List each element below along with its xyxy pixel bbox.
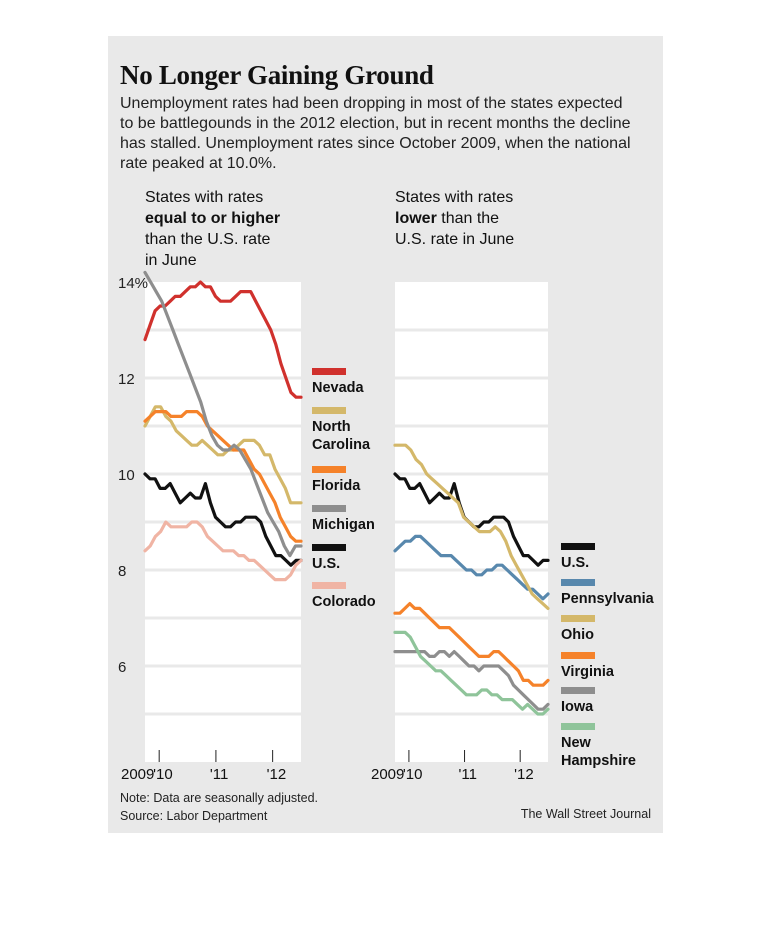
left-legend-item-michigan: Michigan	[312, 505, 375, 533]
left-legend-item-florida: Florida	[312, 466, 361, 494]
legend-label: U.S.	[561, 555, 589, 571]
source-text: Source: Labor Department	[120, 809, 268, 823]
legend-swatch	[312, 582, 346, 589]
chart-subtitle: Unemployment rates had been dropping in …	[120, 95, 631, 172]
legend-label: Ohio	[561, 627, 594, 643]
right-chart-plot: 2009'10 '11 '12 U.S. Pennsylvania Ohio Virgini…	[371, 282, 655, 783]
legend-swatch	[561, 687, 595, 694]
right-head-line1: States with rates	[395, 189, 514, 206]
x-tick-label: '11	[210, 766, 228, 783]
left-head-line4: in June	[145, 252, 197, 269]
left-panel-heading: States with rates equal to or higher tha…	[145, 187, 335, 271]
right-series-line-ohio	[393, 443, 550, 611]
legend-label: Iowa	[561, 699, 594, 715]
left-legend-item-north-carolina: North Carolina	[312, 407, 371, 453]
legend-label: Florida	[312, 478, 361, 494]
legend-swatch	[561, 652, 595, 659]
right-panel-heading: States with rates lower than the U.S. ra…	[395, 187, 585, 250]
legend-label-line2: Hampshire	[561, 753, 636, 769]
legend-swatch	[561, 615, 595, 622]
y-tick-label: 8	[118, 563, 126, 580]
right-legend-item-pennsylvania: Pennsylvania	[561, 579, 655, 607]
right-head-line2: lower than the	[395, 210, 500, 227]
x-tick-label: '12	[514, 766, 534, 783]
legend-swatch	[561, 543, 595, 550]
legend-swatch	[312, 505, 346, 512]
legend-swatch	[312, 544, 346, 551]
note-text: Note: Data are seasonally adjusted.	[120, 791, 319, 805]
credit-text: The Wall Street Journal	[520, 807, 651, 821]
x-tick-label: '12	[267, 766, 287, 783]
chart-title: No Longer Gaining Ground	[120, 60, 434, 90]
right-head-line3: U.S. rate in June	[395, 231, 515, 248]
right-legend-item-new-hampshire: New Hampshire	[561, 723, 636, 769]
left-legend-item-colorado: Colorado	[312, 582, 376, 610]
left-head-line3: than the U.S. rate	[145, 231, 271, 248]
legend-swatch	[312, 466, 346, 473]
legend-label: New	[561, 735, 592, 751]
left-legend-item-us: U.S.	[312, 544, 346, 572]
right-series-line-new-hampshire	[393, 630, 550, 716]
left-series-line-colorado	[143, 520, 303, 582]
legend-label: Nevada	[312, 380, 365, 396]
left-series-line-nevada	[143, 280, 303, 399]
legend-swatch	[561, 579, 595, 586]
y-tick-label: 14%	[118, 275, 148, 292]
left-legend-item-nevada: Nevada	[312, 368, 365, 396]
legend-swatch	[561, 723, 595, 730]
left-series-line-florida	[143, 410, 303, 543]
chart-card: No Longer Gaining Ground Unemployment ra…	[108, 36, 663, 833]
left-series-line-north-carolina	[143, 405, 303, 505]
legend-label: Colorado	[312, 594, 376, 610]
legend-label: Michigan	[312, 517, 375, 533]
charts-svg: 68101214%2009'10'11'12NevadaNorthCarolin…	[118, 270, 655, 783]
legend-swatch	[312, 407, 346, 414]
right-legend-item-virginia: Virginia	[561, 652, 615, 680]
x-tick-label: '11	[459, 766, 477, 783]
legend-label: Virginia	[561, 664, 615, 680]
x-tick-label: 2009	[371, 766, 404, 783]
right-legend-item-iowa: Iowa	[561, 687, 595, 715]
x-tick-label: '10	[153, 766, 173, 783]
right-legend-item-ohio: Ohio	[561, 615, 595, 643]
legend-label: U.S.	[312, 556, 340, 572]
y-tick-label: 12	[118, 371, 135, 388]
left-series-line-michigan	[143, 270, 303, 558]
right-series-line-virginia	[393, 601, 550, 687]
y-tick-label: 6	[118, 659, 126, 676]
legend-label: North	[312, 419, 351, 435]
legend-swatch	[312, 368, 346, 375]
left-series-line-u-s	[143, 472, 303, 567]
x-tick-label: 2009	[121, 766, 154, 783]
left-chart-plot: 6 8 10 12 14% 2009'10 '11 '12 Nevada North Carolin…	[118, 270, 376, 783]
legend-label-line2: Carolina	[312, 437, 371, 453]
legend-label: Pennsylvania	[561, 591, 655, 607]
right-series-line-iowa	[393, 649, 550, 711]
left-head-line1: States with rates	[145, 189, 264, 206]
footnotes: Note: Data are seasonally adjusted. Sour…	[120, 789, 318, 825]
x-tick-label: '10	[403, 766, 423, 783]
left-head-line2: equal to or higher	[145, 210, 281, 227]
right-legend-item-us: U.S.	[561, 543, 595, 571]
right-series-line-pennsylvania	[393, 534, 550, 601]
y-tick-label: 10	[118, 467, 135, 484]
